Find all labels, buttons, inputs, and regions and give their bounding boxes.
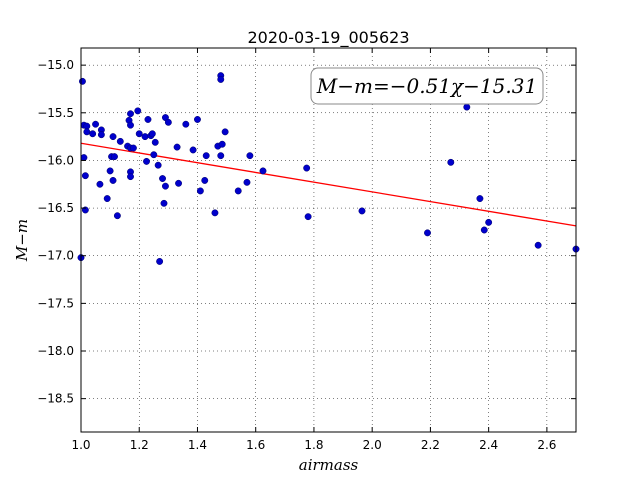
x-tick-label: 2.6	[537, 438, 556, 452]
data-point	[81, 172, 89, 180]
data-point	[159, 175, 166, 182]
grid-lines	[81, 48, 576, 432]
data-point	[106, 167, 114, 175]
data-point	[259, 167, 267, 175]
y-tick-label: −16.5	[37, 201, 74, 215]
y-tick-label: −15.5	[37, 106, 74, 120]
data-point	[211, 209, 219, 217]
x-tick-label: 1.6	[246, 438, 265, 452]
data-point	[202, 152, 210, 160]
data-point	[135, 130, 143, 138]
data-point	[103, 195, 111, 203]
x-tick-label: 2.0	[363, 438, 382, 452]
data-point	[476, 195, 484, 203]
data-point	[246, 152, 254, 160]
data-point	[161, 182, 169, 190]
data-point	[217, 75, 225, 83]
data-point	[156, 257, 164, 265]
x-tick-label: 1.8	[304, 438, 323, 452]
plot-frame	[80, 47, 577, 433]
data-point	[129, 144, 137, 152]
data-point	[80, 154, 88, 162]
data-point	[148, 130, 156, 138]
data-point	[243, 178, 251, 186]
data-point	[303, 164, 311, 172]
data-point	[182, 120, 190, 128]
data-point	[160, 199, 168, 207]
fit-annotation: M−m=−0.51χ−15.31	[310, 67, 544, 105]
data-point	[83, 128, 91, 136]
data-point	[221, 128, 229, 136]
y-axis-label: M−m	[13, 219, 31, 262]
data-point	[194, 116, 201, 123]
data-point	[151, 138, 159, 146]
data-point	[127, 110, 134, 118]
data-point	[109, 176, 117, 184]
y-tick-label: −18.5	[37, 392, 74, 406]
y-tick-label: −17.5	[37, 296, 74, 310]
data-point	[113, 212, 121, 220]
y-axis-ticks: −15.0 −15.5 −16.0 −16.5 −17.0 −17.5 −18.0 −18.5	[37, 58, 576, 406]
fit-annotation-box	[310, 67, 544, 105]
data-point	[534, 241, 542, 249]
data-point	[143, 157, 150, 165]
data-point	[218, 140, 226, 148]
x-tick-label: 2.2	[421, 438, 440, 452]
data-point	[201, 176, 209, 184]
x-tick-label: 1.4	[188, 438, 207, 452]
data-point	[164, 118, 172, 126]
fit-annotation-text: M−m=−0.51χ−15.31	[316, 74, 537, 98]
data-point	[173, 143, 181, 151]
data-point	[109, 133, 117, 141]
data-point	[424, 229, 431, 237]
y-tick-label: −15.0	[37, 58, 74, 72]
data-point	[480, 226, 488, 234]
data-point	[83, 122, 91, 130]
data-point	[79, 77, 86, 85]
data-point	[463, 103, 471, 111]
data-point	[358, 207, 366, 215]
x-tick-label: 2.4	[479, 438, 498, 452]
data-point	[217, 152, 225, 160]
data-point	[92, 120, 100, 128]
x-axis-ticks: 1.0 1.2 1.4 1.6 1.8 2.0 2.2 2.4 2.6	[71, 48, 556, 452]
y-tick-label: −16.0	[37, 153, 74, 167]
data-point	[127, 173, 134, 181]
data-point	[189, 146, 197, 154]
data-point	[234, 187, 242, 195]
data-point	[97, 131, 105, 139]
data-point	[134, 107, 142, 115]
data-point	[96, 180, 104, 188]
data-point	[196, 187, 204, 195]
data-point	[141, 133, 149, 141]
data-point	[304, 213, 312, 221]
chart-title: 2020-03-19_005623	[247, 28, 409, 48]
data-point	[447, 158, 455, 166]
data-point	[175, 179, 182, 187]
data-point	[89, 130, 97, 138]
data-point	[144, 116, 152, 123]
fit-line	[80, 142, 577, 227]
data-point	[154, 161, 162, 169]
data-point	[111, 153, 118, 161]
x-tick-label: 1.0	[71, 438, 90, 452]
x-axis-label: airmass	[299, 456, 359, 474]
data-point	[127, 121, 134, 129]
fit-line-path	[80, 142, 577, 227]
data-point	[116, 137, 124, 145]
data-point	[150, 151, 158, 159]
y-tick-label: −17.0	[37, 249, 74, 263]
y-tick-label: −18.0	[37, 344, 74, 358]
x-tick-label: 1.2	[130, 438, 149, 452]
data-point	[485, 218, 493, 226]
